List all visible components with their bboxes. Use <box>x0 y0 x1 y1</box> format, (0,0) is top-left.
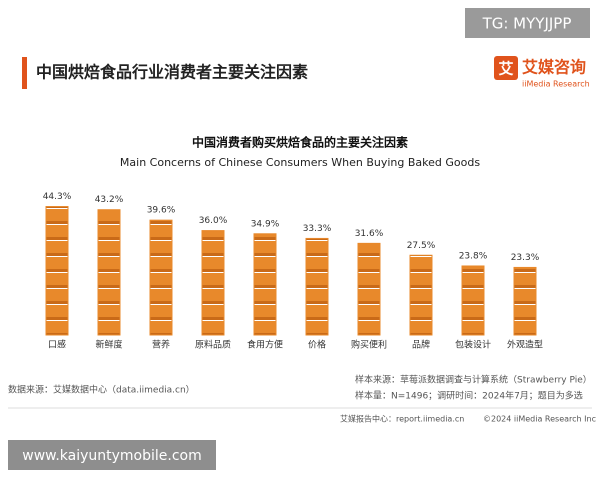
bar <box>409 254 433 336</box>
copyright: ©2024 iiMedia Research Inc <box>483 415 596 424</box>
bar <box>253 233 277 336</box>
badge-bg <box>465 8 590 38</box>
x-tick-label: 食用方便 <box>247 339 283 351</box>
chart-title: 中国消费者购买烘焙食品的主要关注因素 <box>192 135 408 150</box>
sample-source: 样本来源：草莓派数据调查与计算系统（Strawberry Pie） <box>355 374 592 386</box>
logo-icon-bg <box>494 56 518 80</box>
logo-icon: 艾 <box>498 60 513 78</box>
x-tick-label: 新鲜度 <box>95 339 122 351</box>
value-label: 43.2% <box>95 195 124 205</box>
title-accent <box>22 57 27 89</box>
value-label: 44.3% <box>43 192 72 202</box>
watermark: www.kaiyuntymobile.com <box>22 448 201 464</box>
bar <box>461 265 485 336</box>
sample-size: 样本量：N=1496；调研时间：2024年7月；题目为多选 <box>355 390 583 402</box>
bar <box>97 209 121 336</box>
badge: TG: MYYJJPP <box>482 15 572 33</box>
x-tick-label: 购买便利 <box>351 339 387 351</box>
logo-sub: iiMedia Research <box>522 80 590 89</box>
bar <box>45 206 69 336</box>
value-label: 23.8% <box>459 251 488 261</box>
value-label: 39.6% <box>147 206 176 216</box>
value-label: 33.3% <box>303 224 332 234</box>
source: 数据来源：艾媒数据中心（data.iimedia.cn） <box>8 384 195 396</box>
bar <box>357 242 381 336</box>
x-tick-label: 品牌 <box>412 339 430 351</box>
value-label: 27.5% <box>407 241 436 251</box>
bar <box>149 219 173 336</box>
x-tick-label: 口感 <box>48 339 66 351</box>
report-center: 艾媒报告中心：report.iimedia.cn <box>340 414 464 424</box>
bar <box>201 230 225 336</box>
value-label: 31.6% <box>355 229 384 239</box>
page-title: 中国烘焙食品行业消费者主要关注因素 <box>36 63 308 82</box>
x-tick-label: 价格 <box>308 339 326 351</box>
x-tick-label: 原料品质 <box>195 339 231 351</box>
bar <box>513 266 537 336</box>
logo-name: 艾媒咨询 <box>522 58 586 77</box>
value-label: 34.9% <box>251 219 280 229</box>
bar <box>305 237 329 336</box>
value-label: 23.3% <box>511 253 540 263</box>
chart-subtitle: Main Concerns of Chinese Consumers When … <box>120 156 480 169</box>
x-tick-label: 营养 <box>152 339 170 351</box>
x-tick-label: 外观造型 <box>507 339 543 351</box>
value-label: 36.0% <box>199 216 228 226</box>
watermark-bg <box>8 440 216 470</box>
x-tick-label: 包装设计 <box>455 339 491 351</box>
